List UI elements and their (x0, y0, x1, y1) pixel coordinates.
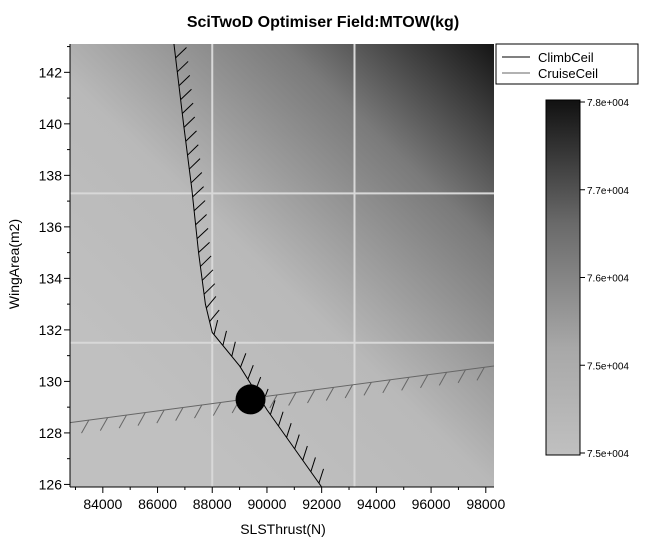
x-tick-label: 86000 (138, 496, 177, 512)
y-tick-label: 138 (39, 167, 63, 183)
constraint-layer (70, 44, 494, 487)
y-tick-label: 132 (39, 322, 63, 338)
y-tick-label: 142 (39, 64, 63, 80)
hatch-mark (118, 414, 127, 429)
hatch-mark (81, 419, 90, 434)
hatch-mark (176, 61, 189, 73)
colorbar-tick-label: 7.8e+004 (587, 98, 629, 109)
hatch-mark (212, 402, 222, 416)
hatch-mark (195, 214, 207, 226)
y-tick-label: 140 (39, 116, 63, 132)
hatch-mark (70, 422, 71, 424)
series-line-cruiseceil (70, 365, 494, 424)
y-tick-label: 126 (39, 476, 63, 492)
hatch-mark (213, 319, 219, 335)
hatch-mark (269, 400, 276, 415)
colorbar-gradient (545, 99, 581, 456)
hatch-mark (247, 364, 254, 380)
constraint-climbceil (173, 44, 325, 487)
hatch-mark (302, 445, 308, 461)
plot-area (70, 44, 494, 487)
hatch-mark (180, 88, 192, 100)
x-tick-label: 98000 (466, 496, 505, 512)
y-tick-label: 130 (39, 373, 63, 389)
legend-box (495, 43, 639, 85)
hatch-mark (196, 228, 209, 239)
x-tick-label: 94000 (357, 496, 396, 512)
hatch-mark (203, 283, 216, 295)
x-tick-label: 96000 (412, 496, 451, 512)
hatch-mark (181, 102, 194, 114)
hatch-mark (201, 269, 214, 281)
hatch-mark (363, 382, 372, 396)
hatch-mark (173, 44, 175, 45)
hatch-mark (222, 330, 227, 346)
hatch-mark (294, 434, 300, 450)
y-tick-label: 128 (39, 425, 63, 441)
hatch-mark (188, 158, 201, 170)
hatch-mark (438, 372, 448, 386)
chart-title: SciTwoD Optimiser Field:MTOW(kg) (187, 14, 459, 31)
hatch-mark (178, 74, 191, 87)
hatch-mark (307, 389, 316, 404)
hatch-mark (288, 392, 297, 406)
hatch-mark (190, 172, 203, 184)
hatch-mark (156, 409, 165, 424)
legend-label-climbceil: ClimbCeil (538, 50, 594, 65)
colorbar: 7.8e+004 7.7e+004 7.6e+004 7.5e+004 7.5e+004 (545, 98, 629, 460)
constraint-cruiseceil (70, 365, 494, 434)
hatch-mark (382, 379, 391, 394)
x-tick-label: 90000 (247, 496, 286, 512)
y-tick-label: 134 (39, 270, 63, 286)
hatch-mark (476, 366, 485, 381)
hatch-mark (310, 457, 316, 472)
colorbar-tick-label: 7.5e+004 (587, 449, 629, 460)
hatch-mark (269, 394, 278, 409)
hatch-mark (344, 384, 353, 399)
hatch-mark (187, 144, 199, 156)
series-line-climbceil (173, 44, 323, 487)
axes: 84000 86000 88000 90000 92000 94000 96000 98000… (39, 44, 505, 512)
hatch-mark (194, 404, 203, 419)
hatch-mark (205, 296, 217, 309)
hatch-mark (318, 468, 325, 484)
hatch-mark (99, 417, 109, 431)
hatch-mark (420, 374, 429, 389)
hatch-mark (239, 353, 247, 368)
hatch-mark (175, 407, 184, 421)
hatch-mark (325, 387, 335, 401)
y-tick-label: 136 (39, 219, 63, 235)
hatch-mark (198, 241, 210, 253)
colorbar-tick-label: 7.5e+004 (587, 361, 629, 372)
hatch-mark (200, 255, 212, 267)
hatch-mark (175, 47, 187, 59)
hatch-mark (183, 116, 196, 128)
y-axis-label: WingArea(m2) (6, 219, 22, 309)
hatch-mark (401, 377, 410, 391)
hatch-mark (209, 309, 220, 322)
hatch-mark (278, 411, 284, 427)
hatch-mark (286, 423, 292, 438)
colorbar-tick-label: 7.6e+004 (587, 274, 629, 285)
x-tick-label: 92000 (302, 496, 341, 512)
colorbar-tick-label: 7.7e+004 (587, 186, 629, 197)
x-tick-label: 84000 (83, 496, 122, 512)
optimum-point (235, 384, 266, 415)
hatch-mark (457, 369, 466, 384)
x-tick-label: 88000 (193, 496, 232, 512)
hatch-mark (185, 130, 197, 142)
hatch-mark (192, 186, 204, 198)
mtow-field (70, 44, 494, 487)
legend-label-cruiseceil: CruiseCeil (538, 66, 598, 81)
hatch-mark (231, 341, 236, 357)
hatch-mark (137, 412, 146, 426)
x-axis-label: SLSThrust(N) (240, 521, 326, 537)
hatch-mark (193, 200, 206, 212)
